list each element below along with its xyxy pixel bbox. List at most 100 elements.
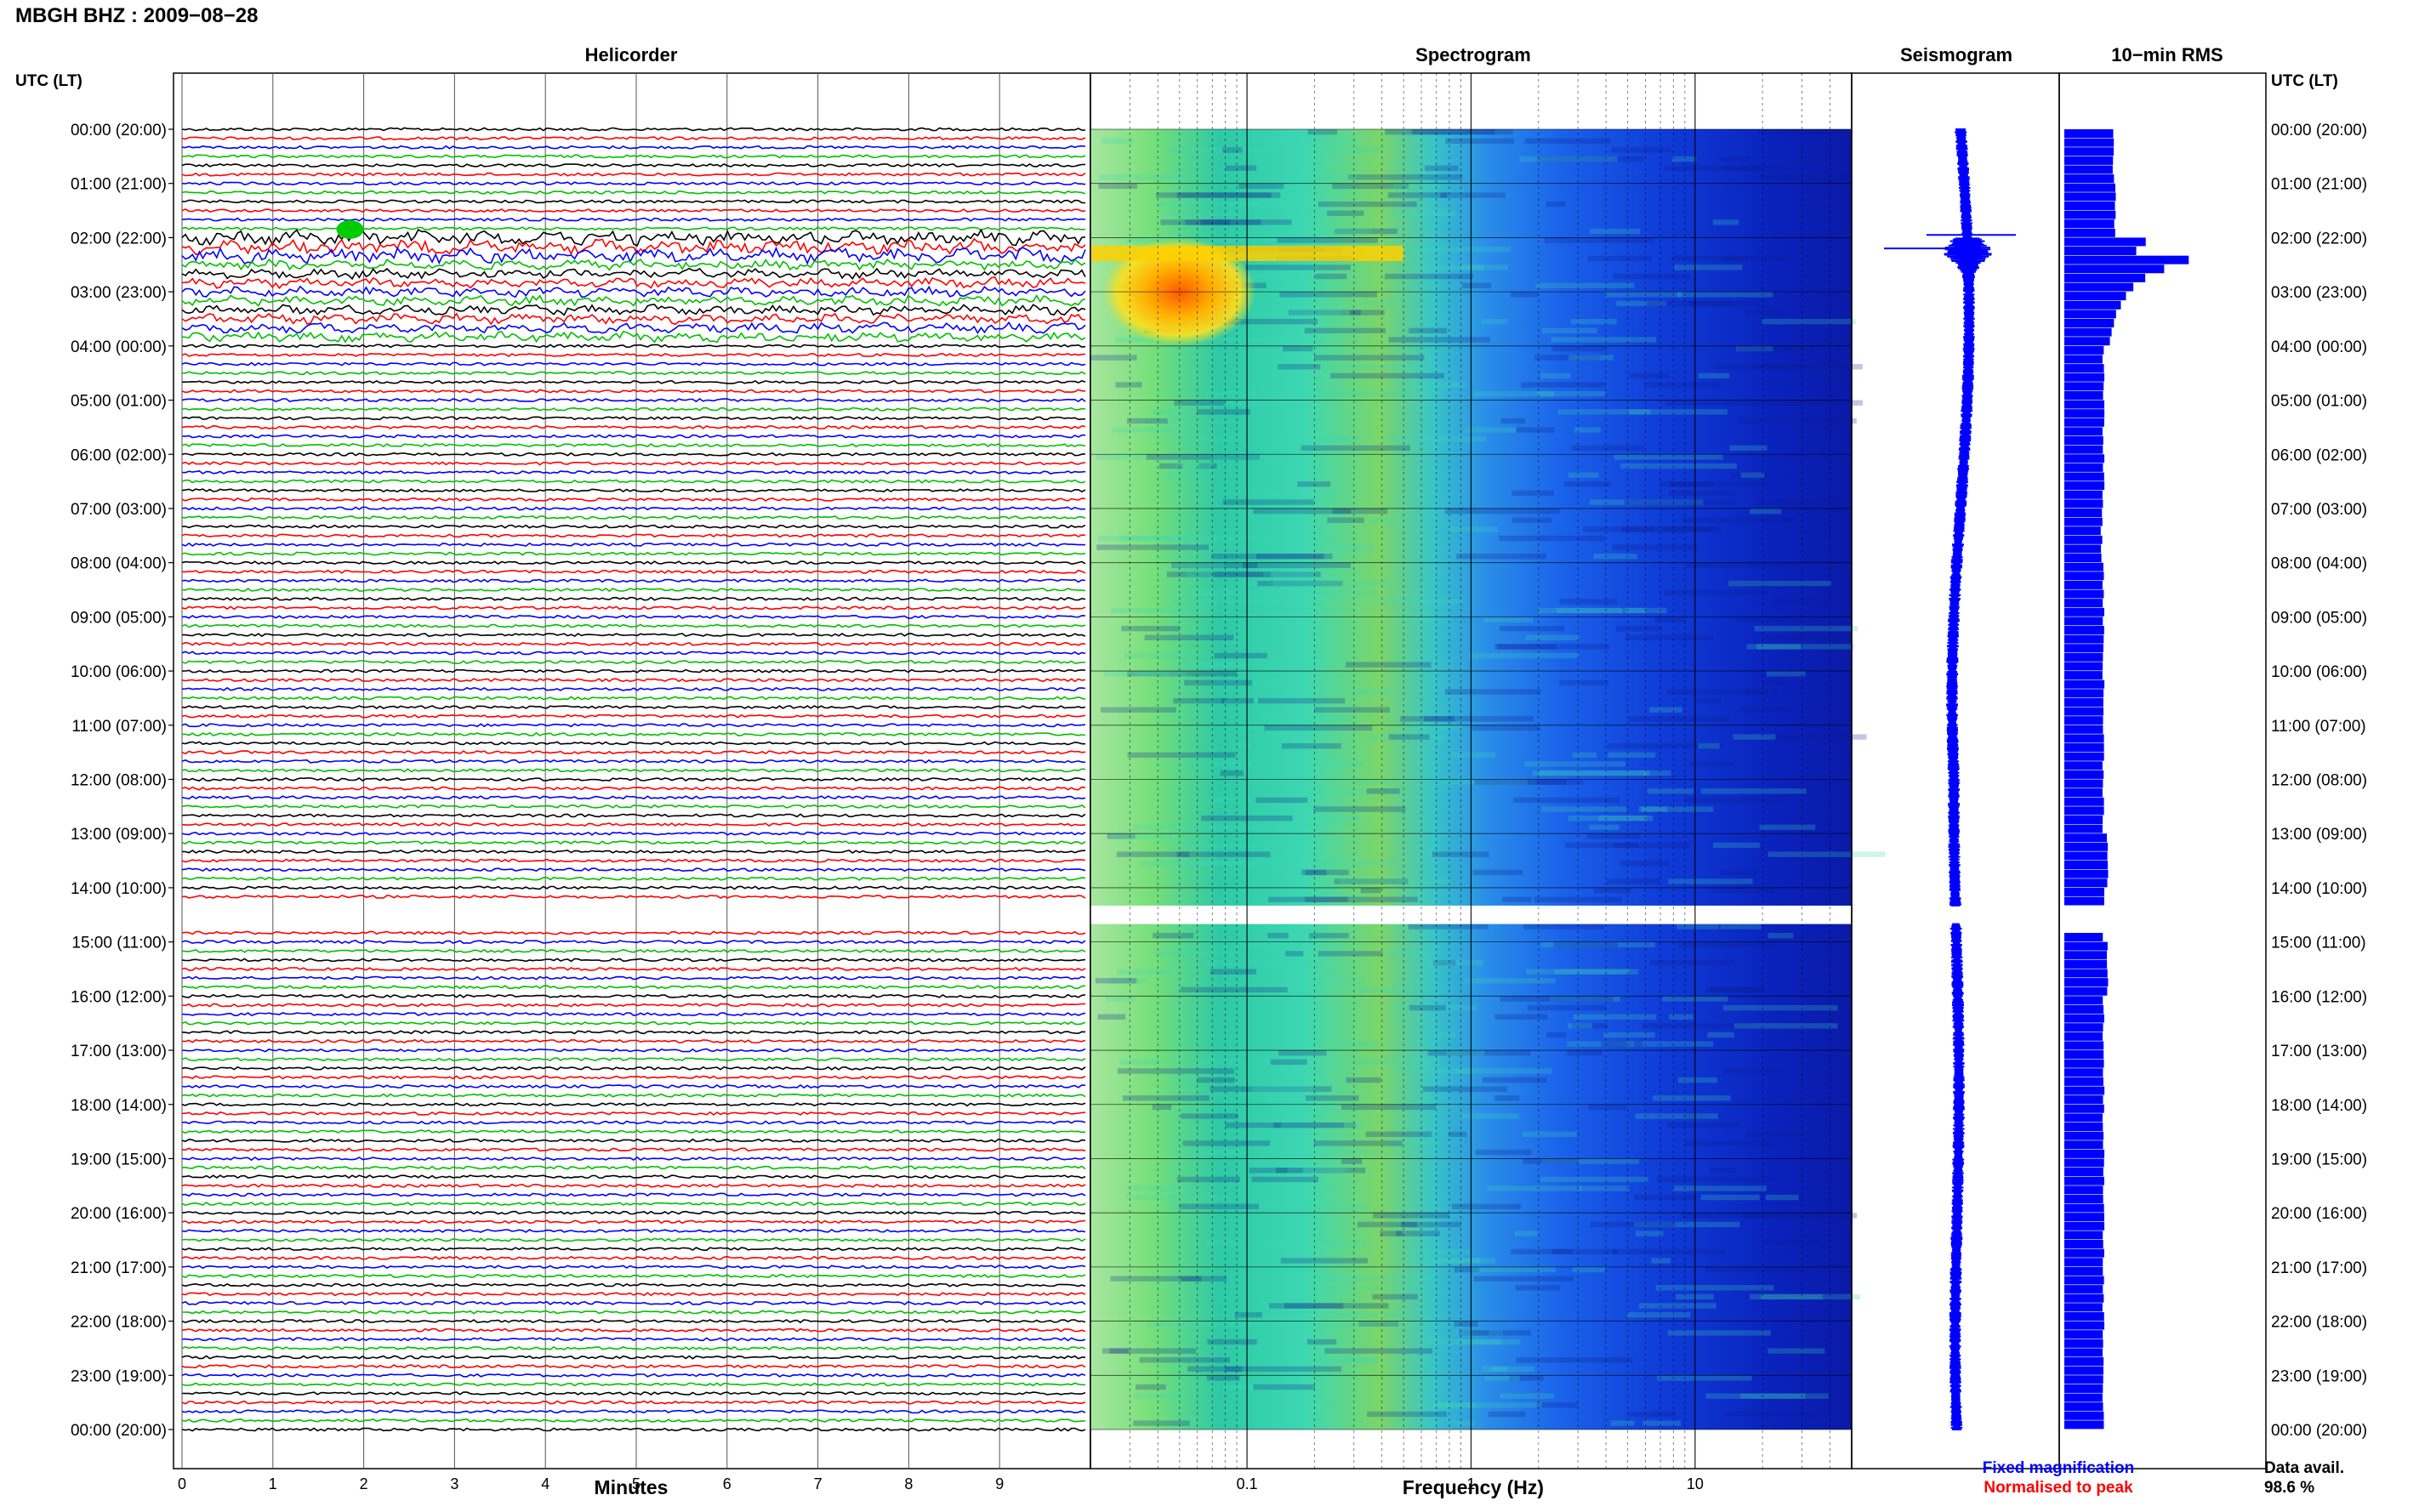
spectrogram-streak <box>1095 978 1137 984</box>
rms-bar <box>2064 861 2109 870</box>
spectrogram-streak <box>1568 472 1599 478</box>
spectrogram-streak <box>1605 292 1682 298</box>
helicorder-trace <box>181 1012 1086 1017</box>
spectrogram-streak <box>1258 815 1361 821</box>
right-time-header: UTC (LT) <box>2271 72 2338 90</box>
spectrogram-streak <box>1340 1041 1380 1047</box>
spectrogram-streak <box>1346 662 1431 668</box>
helicorder-trace <box>181 1210 1086 1215</box>
spectrogram-streak <box>1307 1339 1337 1345</box>
time-label-left: 10:00 (06:00) <box>71 663 167 681</box>
helicorder-trace <box>181 614 1086 619</box>
helicorder-trace <box>181 1183 1086 1188</box>
helicorder-trace <box>181 776 1086 782</box>
spectrogram-streak <box>1168 147 1279 153</box>
spectrogram-streak <box>1401 1221 1461 1228</box>
spectrogram-streak <box>1225 165 1257 171</box>
spectrogram-streak <box>1253 508 1352 514</box>
helicorder-trace <box>181 199 1086 204</box>
spectrogram-streak <box>1279 292 1377 298</box>
helicorder-trace <box>181 1038 1086 1043</box>
spectrogram-streak <box>1190 589 1215 595</box>
rms-bar <box>2064 1311 2104 1321</box>
spectrogram-streak <box>1551 1248 1619 1255</box>
helicorder-trace <box>181 1282 1086 1287</box>
helicorder-trace <box>181 849 1086 855</box>
spectrogram-streak <box>1517 427 1555 433</box>
rms-bar <box>2064 788 2103 798</box>
spectrogram-streak <box>1449 1131 1467 1137</box>
helicorder-trace <box>181 162 1086 168</box>
spectrogram-streak <box>1206 1240 1244 1246</box>
rms-bar <box>2064 219 2114 229</box>
spectrogram-streak <box>1200 219 1292 225</box>
time-label-left: 12:00 (08:00) <box>71 772 167 790</box>
spectrogram-streak <box>1705 1393 1806 1399</box>
helicorder-trace <box>181 966 1086 972</box>
spectrogram-streak <box>1408 1258 1480 1264</box>
spectrogram-streak <box>1154 951 1240 957</box>
spectrogram-streak <box>1685 797 1782 804</box>
spectrogram-streak <box>1446 1050 1485 1056</box>
spectrogram-streak <box>1306 1095 1359 1101</box>
spectrogram-streak <box>1398 617 1431 622</box>
rms-bar <box>2064 1004 2104 1014</box>
spectrogram-streak <box>1663 589 1768 595</box>
spectrogram-streak <box>1110 607 1210 614</box>
spectrogram-streak <box>1360 887 1381 894</box>
rms-bar <box>2064 644 2103 653</box>
rms-bar <box>2064 851 2108 861</box>
helicorder-trace <box>181 154 1086 159</box>
spectrogram-streak <box>1525 634 1579 640</box>
helicorder-trace <box>181 1102 1086 1107</box>
helicorder-trace <box>181 181 1086 186</box>
time-label-left: 00:00 (20:00) <box>71 122 167 139</box>
spectrogram-streak <box>1541 941 1655 947</box>
spectrogram-streak <box>1373 1213 1449 1219</box>
spectrogram-streak <box>1670 481 1713 487</box>
spectrogram-streak <box>1229 535 1272 542</box>
spectrogram-streak <box>1534 896 1622 902</box>
spectrogram-streak <box>1720 924 1762 929</box>
spectrogram-streak <box>1766 671 1806 677</box>
helicorder-panel: 0 1 2 3 4 5 6 7 8 9 <box>173 72 1091 1492</box>
spectrogram-streak <box>1500 625 1564 632</box>
time-label-right: 23:00 (19:00) <box>2271 1367 2367 1385</box>
spectrogram-streak <box>1398 247 1511 253</box>
helicorder-trace <box>181 813 1086 818</box>
spectrogram-streak <box>1210 1086 1243 1092</box>
spectrogram-streak <box>1614 454 1723 460</box>
spectrogram-xlabel: Frequency (Hz) <box>1403 1476 1544 1498</box>
spectrogram-streak <box>1619 861 1670 867</box>
time-label-right: 00:00 (20:00) <box>2271 1422 2367 1440</box>
rms-bar <box>2064 1339 2103 1348</box>
rms-bar <box>2064 625 2104 635</box>
station-title: MBGH BHZ : 2009−08−28 <box>15 4 258 27</box>
spectrogram-streak <box>1422 1086 1508 1092</box>
spectrogram-streak <box>1672 156 1697 162</box>
time-label-left: 17:00 (13:00) <box>71 1043 167 1060</box>
rms-bar <box>2064 662 2103 671</box>
rms-bar <box>2064 508 2103 517</box>
spectrogram-streak <box>1162 210 1250 216</box>
spectrogram-streak <box>1616 300 1667 307</box>
spectrogram-streak <box>1115 382 1142 388</box>
helicorder-trace <box>181 1382 1086 1387</box>
spectrogram-streak <box>1627 1311 1691 1318</box>
spectrogram-streak <box>1524 138 1611 144</box>
spectrogram-streak <box>1709 986 1765 993</box>
helicorder-trace <box>181 1003 1086 1008</box>
spectrogram-streak <box>1234 1311 1262 1318</box>
helicorder-trace <box>181 515 1086 520</box>
spectrogram-streak <box>1133 1393 1181 1399</box>
spectrogram-streak <box>1313 1140 1403 1146</box>
spectrogram-streak <box>1275 1168 1366 1174</box>
helicorder-trace <box>181 867 1086 873</box>
rms-bar <box>2064 652 2103 662</box>
panel-title-spectrogram: Spectrogram <box>1415 44 1531 65</box>
time-label-left: 03:00 (23:00) <box>71 284 167 302</box>
time-label-right: 05:00 (01:00) <box>2271 393 2367 411</box>
spectrogram-streak <box>1385 951 1432 957</box>
spectrogram-streak <box>1350 310 1385 315</box>
seismogram-trace <box>1944 128 1992 907</box>
